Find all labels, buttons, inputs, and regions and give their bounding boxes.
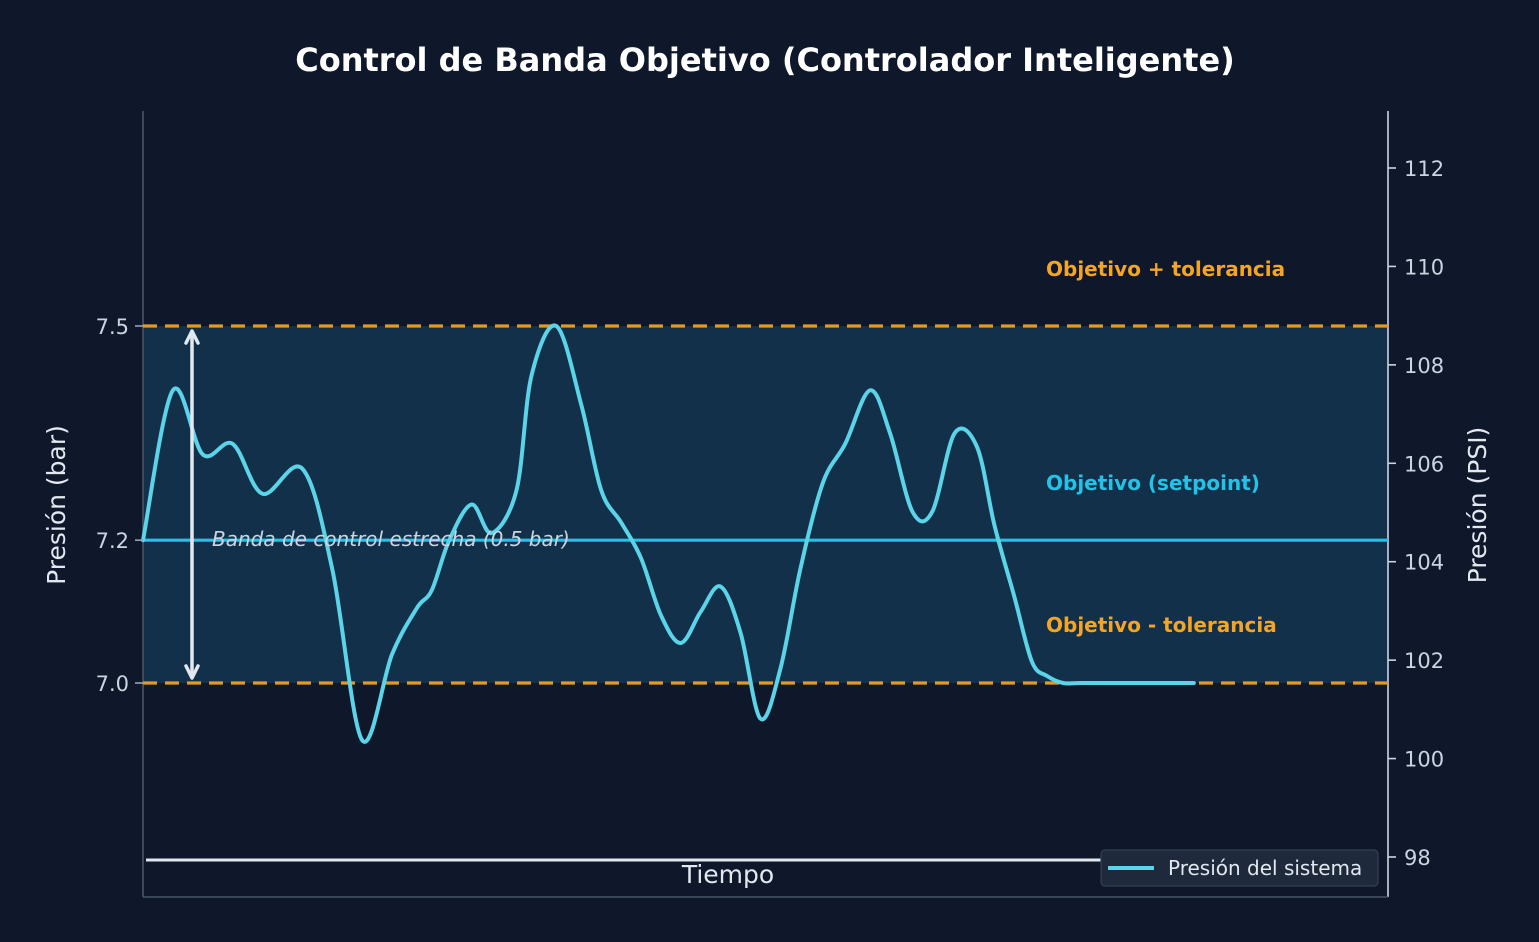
- setpoint-label: Objetivo (setpoint): [1046, 471, 1260, 495]
- band-arrow-head-down: [184, 664, 200, 680]
- y2-tick-label: 106: [1404, 452, 1444, 476]
- band-arrow-head-up: [184, 329, 200, 345]
- y2-axis-label: Presión (PSI): [1463, 427, 1492, 584]
- band-label: Banda de control estrecha (0.5 bar): [212, 527, 570, 551]
- control-band: [143, 326, 1388, 683]
- legend: Presión del sistema: [1100, 849, 1379, 887]
- y2-tick-label: 100: [1404, 748, 1444, 772]
- band-width-arrow: [184, 329, 200, 680]
- y-tick-label: 7.2: [96, 529, 129, 553]
- y2-tick-label: 98: [1404, 846, 1431, 870]
- x-axis-label: Tiempo: [681, 860, 774, 889]
- y2-tick-label: 104: [1404, 551, 1444, 575]
- lower-limit-label: Objetivo - tolerancia: [1046, 613, 1277, 637]
- y2-tick-label: 102: [1404, 649, 1444, 673]
- upper-limit-label: Objetivo + tolerancia: [1046, 257, 1285, 281]
- series-line-0: [141, 323, 1196, 744]
- y-axis-label: Presión (bar): [42, 425, 71, 585]
- y2-tick-label: 112: [1404, 157, 1444, 181]
- y2-tick-label: 108: [1404, 354, 1444, 378]
- y-tick-label: 7.0: [96, 672, 129, 696]
- y-tick-label: 7.5: [96, 315, 129, 339]
- chart-title: Control de Banda Objetivo (Controlador I…: [295, 41, 1235, 79]
- legend-label: Presión del sistema: [1168, 856, 1362, 880]
- y2-tick-label: 110: [1404, 255, 1444, 279]
